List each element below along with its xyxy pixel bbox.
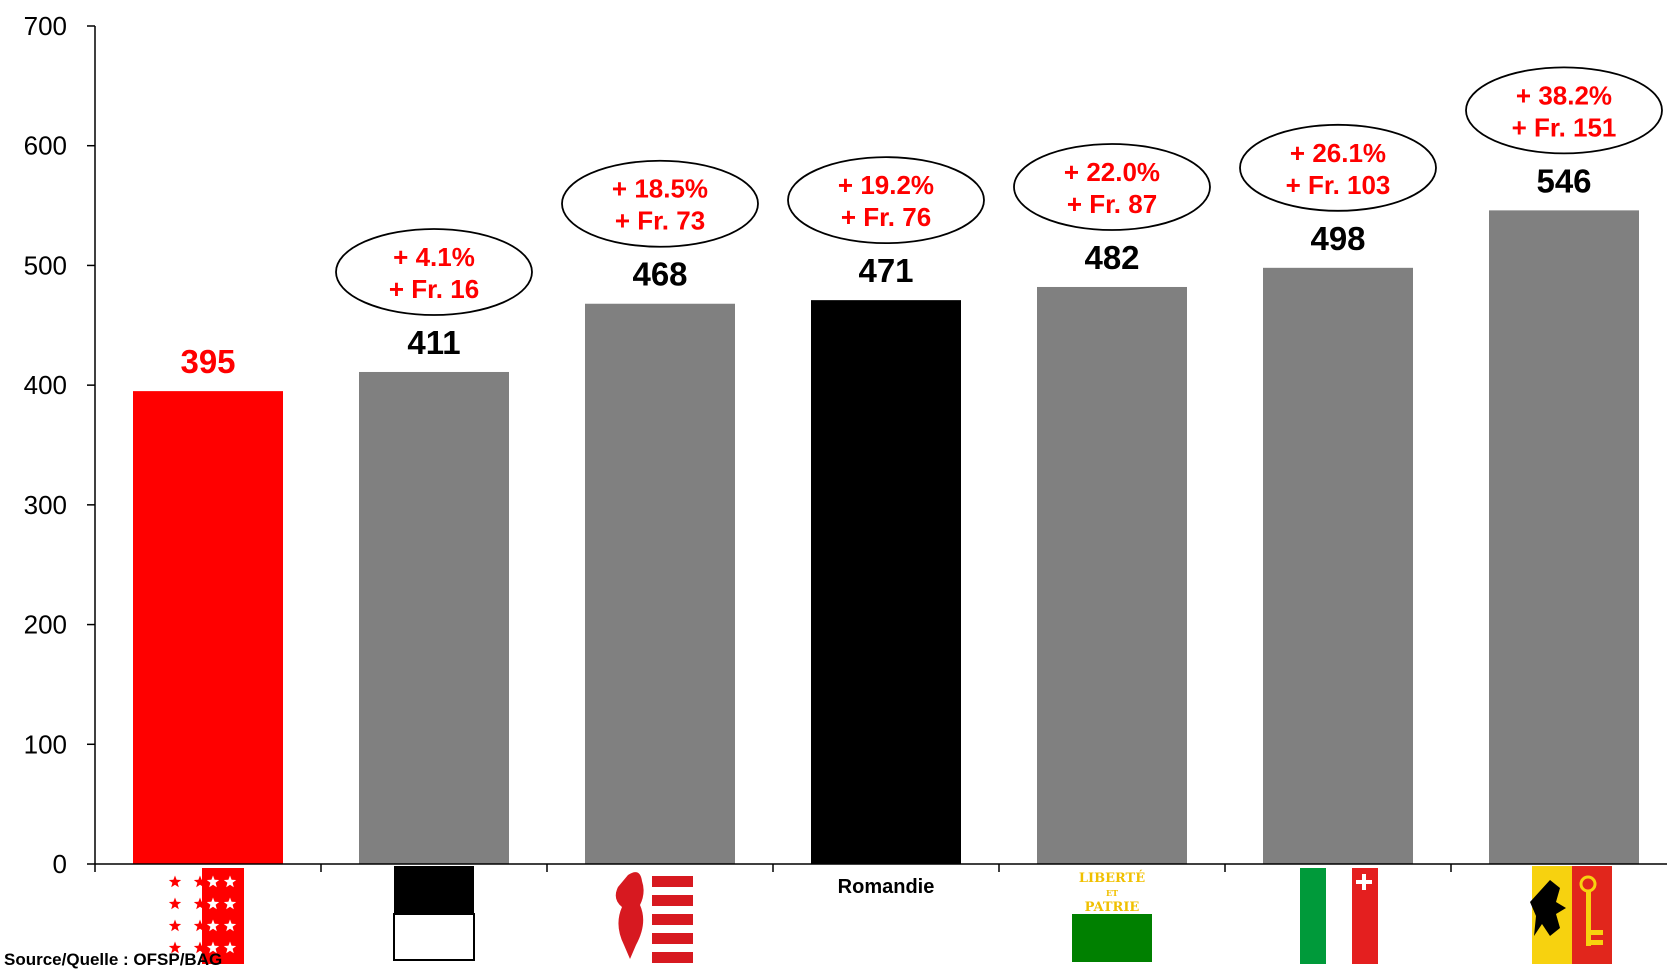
flag-jura-icon [615,872,693,963]
value-label: 482 [1084,239,1139,276]
category-label: Romandie [838,876,935,898]
star-icon [168,897,182,910]
value-label: 471 [858,252,913,289]
flag-fribourg-icon [393,866,475,961]
value-label: 546 [1536,162,1591,199]
star-icon [193,875,207,888]
flag-motto-text: ET [1106,888,1118,898]
annotation-ellipse [1239,123,1437,212]
star-icon [223,897,237,910]
annotation-text: + 38.2% [1516,80,1612,110]
bar [1263,267,1413,864]
annotation-text: + Fr. 16 [389,274,479,304]
y-tick-label: 500 [24,250,67,280]
annotation-ellipse [1465,66,1663,155]
flag-motto-text: PATRIE [1085,900,1140,915]
annotation-text: + Fr. 73 [615,206,705,236]
bar [811,300,961,864]
y-tick-label: 200 [24,610,67,640]
bar [1489,210,1639,865]
annotation-ellipse [787,156,985,245]
annotation-text: + 19.2% [838,170,934,200]
category-flags: Romandie LIBERTÉ ET PATRIE [168,866,1612,964]
flag-geneve-icon [1530,866,1612,964]
value-label: 395 [180,343,235,380]
annotation-text: + Fr. 151 [1512,112,1617,142]
y-tick-label: 300 [24,490,67,520]
y-tick-label: 600 [24,131,67,161]
y-axis: 0 100 200 300 400 500 600 700 [24,11,96,879]
y-tick-label: 0 [53,849,67,879]
flag-motto-text: LIBERTÉ [1079,870,1145,886]
star-icon [168,941,182,954]
annotation-text: + Fr. 103 [1286,170,1391,200]
star-icon [206,919,220,932]
star-icon [168,875,182,888]
bars: 395 411 468 471 482 498 546 [133,162,1639,865]
source-note: Source/Quelle : OFSP/BAG [4,950,223,969]
annotation-text: + 18.5% [612,174,708,204]
y-tick-label: 100 [24,729,67,759]
y-tick-label: 700 [24,11,67,41]
flag-neuchatel-icon [1300,868,1378,964]
star-icon [206,941,220,954]
star-icon [206,897,220,910]
value-label: 411 [407,324,460,361]
bar [133,391,283,864]
bar [359,371,509,864]
value-label: 498 [1310,220,1365,257]
star-icon [168,919,182,932]
star-icon [193,897,207,910]
annotation-ellipse [335,228,533,316]
annotation-text: + 26.1% [1290,138,1386,168]
y-tick-label: 400 [24,370,67,400]
star-icon [193,941,207,954]
star-icon [223,919,237,932]
annotation-text: + 4.1% [393,242,475,272]
star-icon [223,875,237,888]
x-axis [94,863,1667,872]
star-icon [206,875,220,888]
annotation-text: + Fr. 87 [1067,189,1157,219]
annotation-text: + 22.0% [1064,157,1160,187]
bar [585,303,735,864]
bar [1037,286,1187,864]
flag-vaud-icon: LIBERTÉ ET PATRIE [1072,870,1152,962]
value-label: 468 [632,256,687,293]
annotations: + 4.1%+ Fr. 16+ 18.5%+ Fr. 73+ 19.2%+ Fr… [335,66,1663,316]
annotation-ellipse [1013,143,1211,231]
annotation-text: + Fr. 76 [841,202,931,232]
star-icon [223,941,237,954]
annotation-ellipse [561,159,759,248]
flag-valais-icon [168,868,244,964]
star-icon [193,919,207,932]
